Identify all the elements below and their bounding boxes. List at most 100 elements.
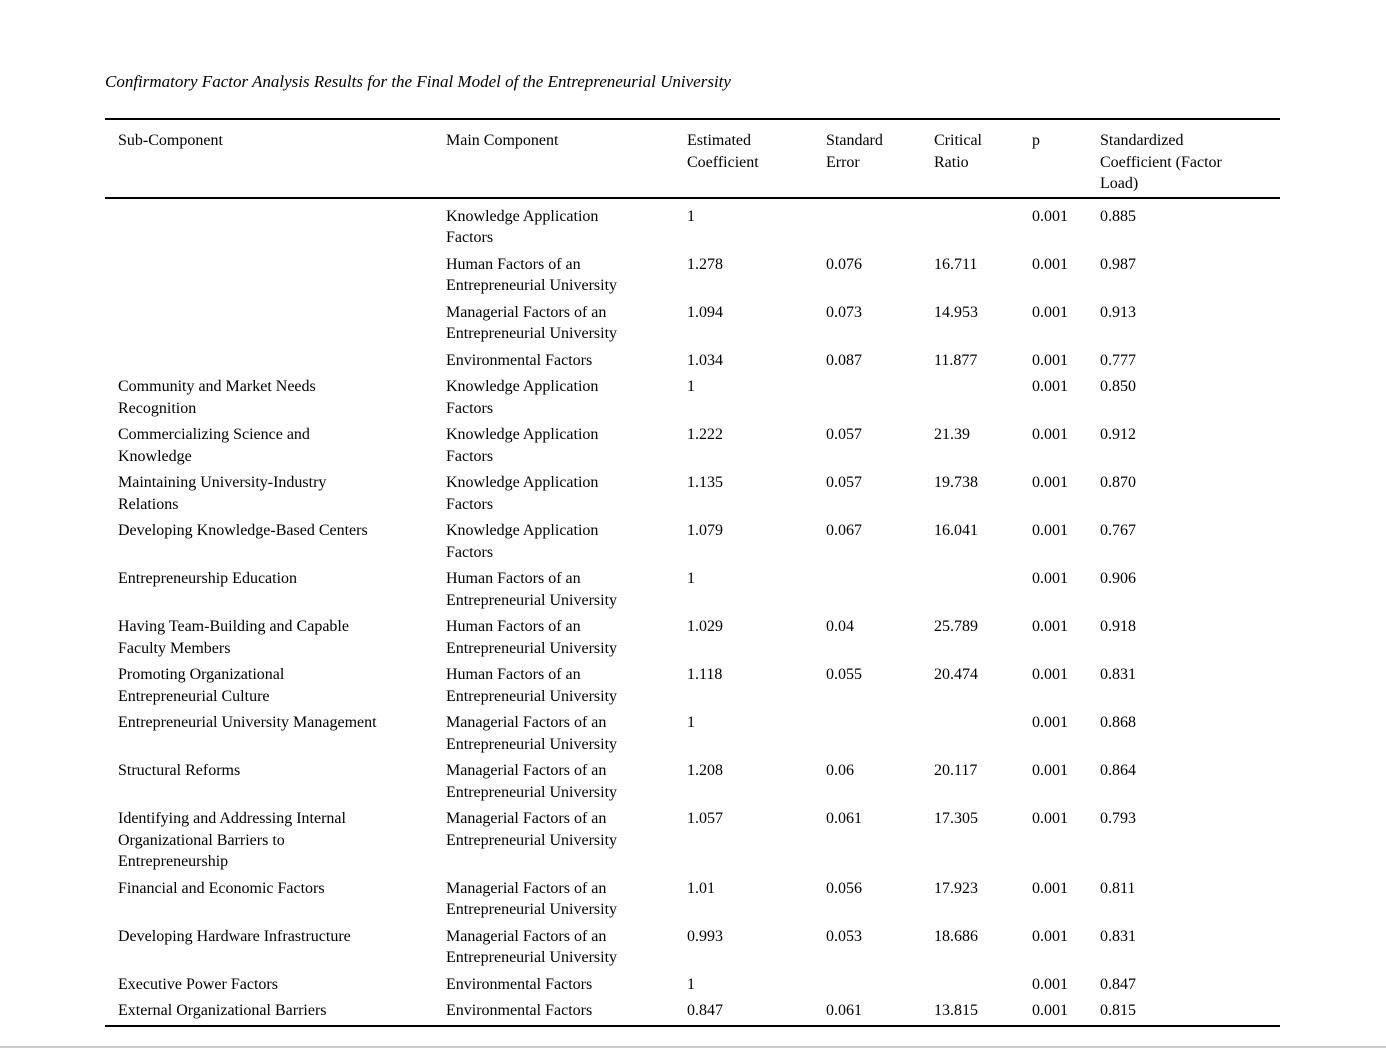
cell-sub-component: External Organizational Barriers [118, 1002, 327, 1019]
cell-critical-ratio [934, 198, 1032, 252]
cell-sub-component: Entrepreneurship Education [118, 570, 298, 587]
cell-standardized-coefficient: 0.815 [1100, 1002, 1136, 1019]
cell-main-component: Human Factors of an Entrepreneurial Univ… [446, 255, 618, 295]
header-row: Sub-Component Main Component Estimated C… [105, 119, 1280, 199]
column-header-p: p [1032, 119, 1100, 199]
cell-main-component: Knowledge Application Factors [446, 378, 599, 417]
cell-standard-error: 0.073 [826, 303, 862, 321]
table-row: Promoting Organizational Entrepreneurial… [105, 662, 1280, 710]
cell-estimated-coefficient: 1.01 [687, 879, 715, 897]
cell-estimated-coefficient: 1.034 [687, 351, 723, 369]
cell-standardized-coefficient: 0.811 [1100, 879, 1136, 897]
table-row: Structural Reforms Managerial Factors of … [105, 758, 1280, 806]
cell-main-component: Managerial Factors of an Entrepreneurial… [446, 927, 618, 967]
column-header-main-component: Main Component [446, 119, 687, 199]
cell-estimated-coefficient: 1.118 [687, 666, 723, 683]
cell-main-component: Environmental Factors [446, 975, 593, 993]
cell-standardized-coefficient: 0.918 [1100, 618, 1136, 635]
cell-main-component: Environmental Factors [446, 351, 593, 369]
cell-main-component: Knowledge Application Factors [446, 426, 599, 465]
cell-critical-ratio: 17.923 [934, 879, 978, 897]
cell-estimated-coefficient: 1.057 [687, 810, 723, 827]
cell-sub-component: Structural Reforms [118, 762, 241, 779]
column-header-standardized-coefficient: Standardized Coefficient (Factor Load) [1100, 119, 1280, 199]
cell-main-component: Knowledge Application Factors [446, 474, 599, 513]
cell-standard-error [826, 374, 934, 422]
cell-standardized-coefficient: 0.913 [1100, 303, 1136, 321]
cell-p-value: 0.001 [1032, 474, 1068, 491]
table-row: Environmental Factors 1.034 0.087 11.877 0.0… [105, 348, 1280, 375]
cell-standardized-coefficient: 0.850 [1100, 378, 1136, 395]
cell-sub-component: Having Team-Building and Capable Faculty… [118, 618, 349, 657]
table-row: Having Team-Building and Capable Faculty… [105, 614, 1280, 662]
cell-critical-ratio: 13.815 [934, 1002, 978, 1019]
table-row: Executive Power Factors Environmental Fac… [105, 972, 1280, 999]
cell-critical-ratio [934, 566, 1032, 614]
cell-main-component: Knowledge Application Factors [446, 207, 599, 247]
cell-standardized-coefficient: 0.906 [1100, 570, 1136, 587]
cell-estimated-coefficient: 1.135 [687, 474, 723, 491]
cell-standard-error: 0.06 [826, 762, 854, 779]
cell-p-value: 0.001 [1032, 975, 1068, 993]
cell-estimated-coefficient: 1.208 [687, 762, 723, 779]
cell-standard-error: 0.053 [826, 927, 862, 945]
table-row: Entrepreneurial University Management Man… [105, 710, 1280, 758]
table-row: Commercializing Science and Knowledge Kno… [105, 422, 1280, 470]
cell-estimated-coefficient: 0.847 [687, 1002, 723, 1019]
cell-sub-component: Entrepreneurial University Management [118, 714, 377, 731]
cell-main-component: Knowledge Application Factors [446, 522, 599, 561]
cell-critical-ratio: 25.789 [934, 618, 978, 635]
cell-standard-error: 0.056 [826, 879, 862, 897]
cell-sub-component: Promoting Organizational Entrepreneurial… [118, 666, 285, 705]
cell-estimated-coefficient: 1.029 [687, 618, 723, 635]
cell-standardized-coefficient: 0.831 [1100, 666, 1136, 683]
table-row: Entrepreneurship Education Human Factors … [105, 566, 1280, 614]
cell-critical-ratio: 14.953 [934, 303, 978, 321]
table-row: Identifying and Addressing Internal Orga… [105, 806, 1280, 876]
table-row: Human Factors of an Entrepreneurial Univ… [105, 252, 1280, 300]
cell-estimated-coefficient: 0.993 [687, 927, 723, 945]
cell-standardized-coefficient: 0.912 [1100, 426, 1136, 443]
cell-sub-component [105, 252, 446, 300]
cell-sub-component: Identifying and Addressing Internal Orga… [118, 810, 346, 870]
cell-p-value: 0.001 [1032, 879, 1068, 897]
cell-estimated-coefficient: 1.222 [687, 426, 723, 443]
cell-p-value: 0.001 [1032, 255, 1068, 273]
cell-estimated-coefficient: 1 [687, 570, 695, 587]
cell-sub-component [105, 198, 446, 252]
cell-standard-error: 0.057 [826, 474, 862, 491]
cell-estimated-coefficient: 1 [687, 378, 695, 395]
cell-p-value: 0.001 [1032, 378, 1068, 395]
cell-sub-component: Executive Power Factors [118, 975, 278, 993]
cell-standard-error [826, 566, 934, 614]
cell-critical-ratio: 17.305 [934, 810, 978, 827]
cell-standard-error [826, 198, 934, 252]
table-row: External Organizational Barriers Environm… [105, 998, 1280, 1026]
cell-standardized-coefficient: 0.793 [1100, 810, 1136, 827]
cell-p-value: 0.001 [1032, 303, 1068, 321]
cell-main-component: Managerial Factors of an Entrepreneurial… [446, 714, 618, 753]
table-title: Confirmatory Factor Analysis Results for… [105, 72, 731, 91]
cell-p-value: 0.001 [1032, 570, 1068, 587]
cell-standard-error [826, 972, 934, 999]
cell-estimated-coefficient: 1.079 [687, 522, 723, 539]
table-row: Managerial Factors of an Entrepreneurial… [105, 300, 1280, 348]
cell-critical-ratio: 18.686 [934, 927, 978, 945]
cell-critical-ratio [934, 972, 1032, 999]
cell-p-value: 0.001 [1032, 351, 1068, 369]
cell-standard-error: 0.061 [826, 810, 862, 827]
cell-standard-error: 0.061 [826, 1002, 862, 1019]
cell-critical-ratio [934, 710, 1032, 758]
cell-standardized-coefficient: 0.885 [1100, 207, 1136, 225]
table-row: Financial and Economic Factors Managerial… [105, 876, 1280, 924]
cell-critical-ratio: 21.39 [934, 426, 970, 443]
cell-critical-ratio: 16.711 [934, 255, 978, 273]
cell-main-component: Managerial Factors of an Entrepreneurial… [446, 303, 618, 343]
cell-sub-component: Commercializing Science and Knowledge [118, 426, 310, 465]
cell-main-component: Environmental Factors [446, 1002, 593, 1019]
column-header-critical-ratio: Critical Ratio [934, 119, 1032, 199]
cell-estimated-coefficient: 1.094 [687, 303, 723, 321]
cell-critical-ratio [934, 374, 1032, 422]
cell-p-value: 0.001 [1032, 810, 1068, 827]
